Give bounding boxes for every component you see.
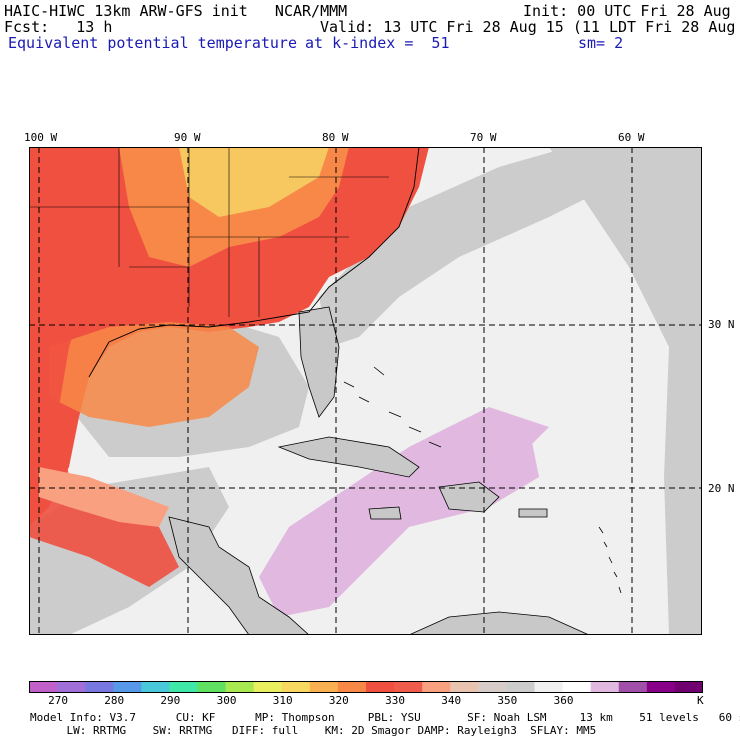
central-america — [168, 516, 310, 635]
colorbar-tick-label: 310 — [272, 694, 293, 707]
grey-band-east — [549, 147, 702, 635]
colorbar-tick-label: 320 — [328, 694, 349, 707]
colorbar-swatch — [618, 681, 648, 693]
colorbar-tick-label: 350 — [497, 694, 518, 707]
colorbar-swatch — [57, 681, 86, 693]
valid-time: Valid: 13 UTC Fri 28 Aug 15 (11 LDT Fri … — [320, 18, 740, 36]
lon-label-80w: 80 W — [322, 131, 349, 144]
colorbar-swatch — [29, 681, 58, 693]
colorbar-tick-label: 290 — [160, 694, 181, 707]
colorbar-swatch — [562, 681, 592, 693]
colorbar-swatch — [169, 681, 198, 693]
level-index: at k-index = 51 — [305, 34, 450, 52]
colorbar-swatch — [225, 681, 255, 693]
jamaica — [368, 506, 402, 520]
colorbar — [29, 681, 703, 693]
colorbar-swatch — [141, 681, 170, 693]
colorbar-tick-label: 360 — [553, 694, 574, 707]
colorbar-swatch — [450, 681, 479, 693]
mexico-south-region — [39, 467, 169, 527]
puerto-rico — [518, 508, 548, 518]
init-time: Init: 00 UTC Fri 28 Aug 15 — [523, 2, 740, 20]
colorbar-swatch — [309, 681, 339, 693]
colorbar-swatch — [590, 681, 620, 693]
florida — [298, 306, 340, 418]
hot-land-region — [29, 147, 429, 527]
colorbar-swatch — [281, 681, 311, 693]
colorbar-swatch — [85, 681, 114, 693]
theta-e-map — [29, 147, 702, 635]
colorbar-swatch — [506, 681, 535, 693]
lavender-patch-2 — [429, 407, 549, 447]
map-frame — [29, 147, 702, 635]
lat-label-30n: 30 N — [708, 318, 735, 331]
lon-label-60w: 60 W — [618, 131, 645, 144]
colorbar-swatch — [478, 681, 507, 693]
colorbar-frame — [29, 681, 703, 693]
model-info-line2: LW: RRTMG SW: RRTMG DIFF: full KM: 2D Sm… — [40, 724, 597, 737]
lat-label-20n: 20 N — [708, 482, 735, 495]
colorbar-tick-label: 280 — [104, 694, 125, 707]
bahamas — [343, 366, 442, 448]
colorbar-tick-label: 300 — [216, 694, 237, 707]
model-info-line1: Model Info: V3.7 CU: KF MP: Thompson PBL… — [30, 711, 740, 724]
lesser-antilles — [598, 526, 622, 594]
colorbar-swatch — [337, 681, 367, 693]
colorbar-swatch — [366, 681, 395, 693]
colorbar-swatch — [113, 681, 142, 693]
lon-label-90w: 90 W — [174, 131, 201, 144]
cuba — [277, 436, 420, 478]
colorbar-tick-label: 270 — [48, 694, 68, 707]
forecast-hour: Fcst: 13 h — [4, 18, 113, 36]
south-america — [408, 611, 590, 635]
lon-label-100w: 100 W — [24, 131, 58, 144]
us-coastline — [88, 147, 420, 378]
colorbar-swatch — [253, 681, 283, 693]
colorbar-swatch — [646, 681, 676, 693]
colorbar-swatch — [197, 681, 227, 693]
field-name: Equivalent potential temperature — [8, 34, 297, 52]
colorbar-swatch — [394, 681, 423, 693]
colorbar-tick-label: 330 — [385, 694, 405, 707]
colorbar-swatch — [534, 681, 564, 693]
grey-band-coast — [319, 147, 629, 347]
model-title: HAIC-HIWC 13km ARW-GFS init NCAR/MMM — [4, 2, 348, 20]
mild-land-region — [179, 147, 329, 217]
gulf-warm-region — [49, 322, 259, 427]
smoothing: sm= 2 — [578, 34, 624, 52]
colorbar-unit: K — [697, 694, 704, 707]
state-boundaries — [29, 147, 389, 317]
colorbar-swatch — [674, 681, 703, 693]
colorbar-swatch — [422, 681, 451, 693]
graticule — [29, 147, 702, 635]
colorbar-tick-label: 340 — [441, 694, 462, 707]
lon-label-70w: 70 W — [470, 131, 497, 144]
